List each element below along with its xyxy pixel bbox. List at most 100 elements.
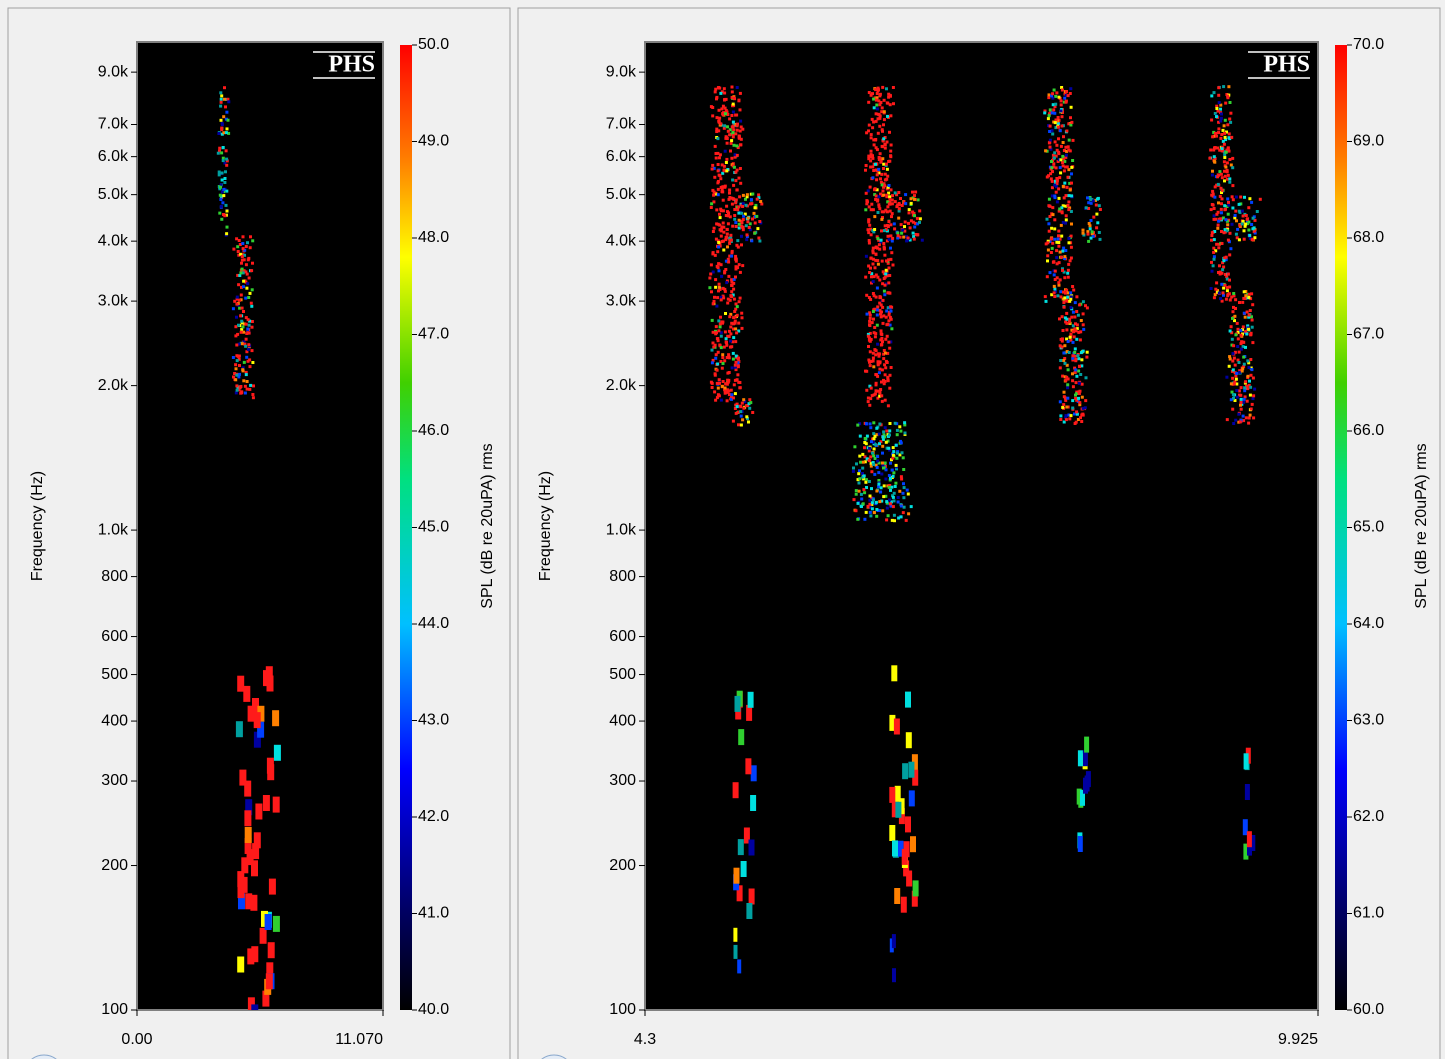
spectrogram-cell bbox=[1246, 292, 1250, 296]
spectrogram-cell bbox=[1250, 200, 1254, 204]
spectrogram-cell bbox=[242, 330, 246, 334]
spectrogram-cell bbox=[863, 517, 867, 521]
spectrogram-cell bbox=[895, 467, 898, 471]
spectrogram-cell bbox=[907, 512, 911, 516]
spectrogram-cell bbox=[884, 162, 888, 166]
spectrogram-cell bbox=[862, 488, 866, 492]
spectrogram-cell bbox=[889, 476, 892, 480]
spectrogram-cell bbox=[718, 116, 722, 120]
spectrogram-cell bbox=[1246, 324, 1250, 328]
spectrogram-cell bbox=[1223, 256, 1227, 260]
spectrogram-cell bbox=[1058, 344, 1062, 348]
spectrogram-cell bbox=[1252, 394, 1256, 398]
spectrogram-cell bbox=[1052, 162, 1056, 166]
spectrogram-cell bbox=[1043, 111, 1047, 115]
spectrogram-cell bbox=[732, 316, 736, 320]
spectrogram-cell bbox=[868, 360, 871, 364]
spectrogram-cell bbox=[1059, 158, 1063, 162]
spectrogram-cell bbox=[1219, 207, 1223, 211]
spectrogram-cell bbox=[898, 425, 902, 429]
spectrogram-cell bbox=[227, 100, 231, 104]
spectrogram-cell bbox=[246, 359, 250, 363]
spectrogram-cell bbox=[876, 86, 880, 90]
spectrogram-cell bbox=[728, 241, 732, 245]
spectrogram-cell bbox=[883, 146, 887, 150]
spectrogram-cell bbox=[894, 463, 898, 467]
spectrogram-cell bbox=[865, 202, 869, 206]
spectrogram-cell bbox=[268, 878, 276, 895]
spectrogram-cell bbox=[1071, 372, 1074, 376]
spectrogram-cell bbox=[713, 144, 717, 148]
spectrogram-cell bbox=[1098, 208, 1102, 211]
spectrogram-cell bbox=[1073, 327, 1077, 331]
spectrogram-cell bbox=[272, 915, 280, 932]
spectrogram-cell bbox=[725, 228, 729, 231]
spectrogram-cell bbox=[858, 469, 861, 473]
panel-button[interactable] bbox=[24, 1054, 64, 1059]
spectrogram-cell bbox=[741, 218, 745, 221]
spectrogram-cell bbox=[1227, 149, 1231, 153]
spectrogram-cell bbox=[883, 142, 887, 146]
spectrogram-cell bbox=[752, 211, 756, 215]
y-tick-label: 300 bbox=[101, 772, 128, 789]
spectrogram-cell bbox=[1228, 253, 1232, 257]
spectrogram-cell bbox=[868, 319, 872, 323]
spectrogram-cell bbox=[874, 112, 878, 116]
spectrogram-cell bbox=[1097, 231, 1101, 234]
spectrogram-cell bbox=[876, 117, 880, 121]
spectrogram-cell bbox=[225, 157, 229, 161]
spectrogram-cell bbox=[730, 321, 734, 325]
spectrogram-cell bbox=[1097, 204, 1101, 208]
spectrogram-cell bbox=[1239, 347, 1243, 351]
spectrogram-cell bbox=[896, 231, 900, 235]
y-tick-label: 4.0k bbox=[98, 232, 129, 249]
spectrogram-cell bbox=[1239, 342, 1243, 346]
spectrogram-cell bbox=[880, 128, 884, 132]
spectrogram-cell bbox=[1226, 123, 1230, 127]
spectrogram-cell bbox=[748, 839, 755, 856]
spectrogram-cell bbox=[1223, 118, 1227, 122]
spectrogram-cell bbox=[1050, 160, 1053, 163]
spectrogram-cell bbox=[870, 440, 873, 444]
y-tick-label: 400 bbox=[609, 712, 636, 729]
spectrogram-cell bbox=[1074, 381, 1078, 385]
spectrogram-cell bbox=[1220, 282, 1224, 286]
spectrogram-cell bbox=[876, 455, 880, 458]
spectrogram-cell bbox=[1047, 229, 1051, 233]
spectrogram-cell bbox=[740, 861, 747, 877]
spectrogram-cell bbox=[903, 431, 907, 435]
spectrogram-cell bbox=[1069, 123, 1073, 127]
spectrogram-cell bbox=[1081, 412, 1085, 416]
spectrogram-cell bbox=[243, 253, 246, 257]
colorbar-tick-label: 62.0 bbox=[1353, 808, 1384, 825]
spectrogram-cell bbox=[724, 136, 728, 140]
spectrogram-cell bbox=[244, 838, 252, 854]
spectrogram-cell bbox=[738, 729, 745, 746]
spectrogram-cell bbox=[1223, 156, 1227, 159]
spectrogram-cell bbox=[729, 236, 733, 240]
spectrogram-cell bbox=[1057, 95, 1061, 99]
spectrogram-cell bbox=[1248, 197, 1252, 201]
y-tick-label: 600 bbox=[101, 628, 128, 645]
spectrogram-cell bbox=[735, 331, 739, 335]
spectrogram-cell bbox=[1077, 330, 1081, 334]
spectrogram-cell bbox=[1246, 374, 1250, 378]
spectrogram-cell bbox=[725, 399, 729, 403]
spectrogram-cell bbox=[714, 278, 718, 282]
spectrogram-cell bbox=[918, 209, 922, 213]
spectrogram-cell bbox=[723, 91, 727, 95]
panel-button[interactable] bbox=[534, 1054, 574, 1059]
spectrogram-cell bbox=[1083, 406, 1087, 410]
spectrogram-cell bbox=[1223, 273, 1227, 276]
spectrogram-cell bbox=[1212, 257, 1216, 261]
spectrogram-cell bbox=[1066, 204, 1070, 207]
spectrogram-cell bbox=[1064, 155, 1068, 159]
spectrogram-cell bbox=[745, 415, 749, 419]
spectrogram-cell bbox=[872, 421, 876, 425]
spectrogram-cell bbox=[240, 390, 244, 394]
spectrogram-cell bbox=[244, 316, 248, 320]
spectrogram-cell bbox=[1219, 297, 1223, 301]
spectrogram-cell bbox=[731, 351, 735, 355]
spectrogram-cell bbox=[751, 217, 754, 221]
spectrogram-cell bbox=[879, 388, 883, 391]
